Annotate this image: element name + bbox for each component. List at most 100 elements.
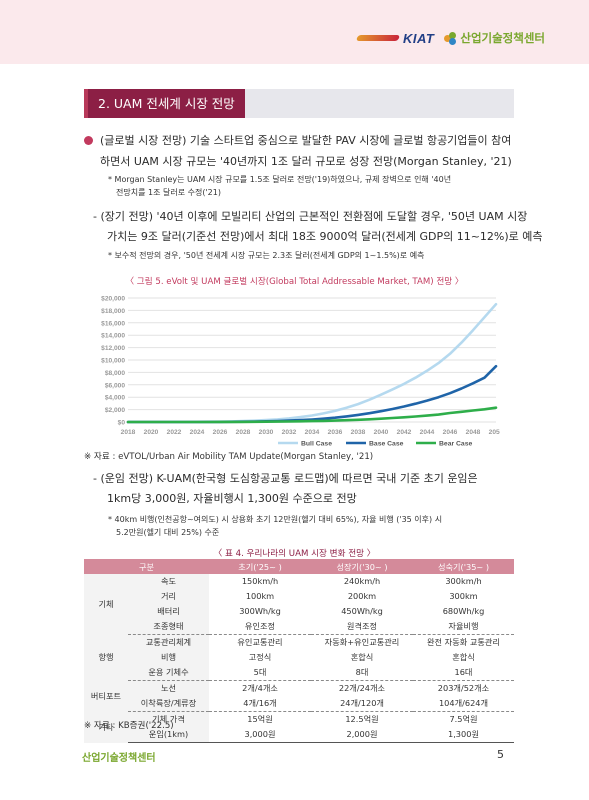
table-cell: 22개/24개소 <box>338 683 386 693</box>
legend-label: Base Case <box>369 441 404 448</box>
table-cell: 100km <box>245 591 275 601</box>
note-fare-line1: * 40km 비행(인천공항~여의도) 시 상용화 초기 12만원(헬기 대비 … <box>108 515 443 524</box>
chart-xtick-label: 2020 <box>144 429 159 436</box>
table-cell: 16대 <box>413 665 514 681</box>
paragraph-long-term-line2: 가치는 9조 달러(기준선 전망)에서 최대 18조 9000억 달러(전세계 … <box>107 230 543 243</box>
table-row: 조종형태 유인조정 원격조정 자율비행 <box>84 619 514 635</box>
paragraph-fare-line2: 1km당 3,000원, 자율비행시 1,300원 수준으로 전망 <box>107 492 357 505</box>
table-row: 기체 속도 150km/h 240km/h 300km/h <box>84 574 514 635</box>
chart-ytick-label: $6,000 <box>105 382 126 389</box>
table-group-label: 기체 <box>84 574 128 635</box>
table-row: 배터리 300Wh/kg 450Wh/kg 680Wh/kg <box>84 604 514 619</box>
chart-xtick-label: 2050 <box>489 429 500 436</box>
table-sub-label: 비행 <box>128 650 209 665</box>
table-sub-label: 배터리 <box>128 604 209 619</box>
table-group-label: 항행 <box>84 634 128 681</box>
table-sub-label: 이착륙장/계류장 <box>128 696 209 712</box>
chart-xtick-label: 2034 <box>305 429 320 436</box>
chart-xtick-label: 2028 <box>236 429 251 436</box>
center-logo-text: 산업기술정책센터 <box>460 31 545 45</box>
table-cell: 완전 자동화 교통관리 <box>427 637 500 647</box>
table-cell: 300Wh/kg <box>239 606 281 616</box>
table-cell: 12.5억원 <box>345 714 379 724</box>
table-cell: 혼합식 <box>350 652 374 662</box>
paragraph-long-term-line1: - (장기 전망) '40년 이후에 모빌리티 산업의 근본적인 전환점에 도달… <box>93 210 528 223</box>
chart-ytick-label: $2,000 <box>105 407 126 414</box>
table-cell: 2,000원 <box>311 727 413 743</box>
page-number: 5 <box>497 748 504 761</box>
chart-xtick-label: 2038 <box>351 429 366 436</box>
chart-xtick-label: 2046 <box>443 429 458 436</box>
chart-xtick-label: 2022 <box>167 429 182 436</box>
chart-ytick-label: $16,000 <box>101 320 125 327</box>
table-row: 거리 100km 200km 300km <box>84 589 514 604</box>
chart-ytick-label: $0 <box>118 420 126 427</box>
table-row: 운용 기체수 5대 8대 16대 <box>84 665 514 681</box>
chart-xtick-label: 2032 <box>282 429 297 436</box>
table-cell: 24개/120개 <box>311 696 413 712</box>
table-header-row: 구분 초기('25~ ) 성장기('30~ ) 성숙기('35~ ) <box>84 559 514 574</box>
table-row: 기타 기체 가격 15억원 12.5억원 7.5억원 <box>84 711 514 743</box>
chart-ytick-label: $10,000 <box>101 358 125 365</box>
table-cell: 7.5억원 <box>449 714 478 724</box>
chart-ytick-label: $4,000 <box>105 395 126 402</box>
chart-xtick-label: 2036 <box>328 429 343 436</box>
table-header-early: 초기('25~ ) <box>209 559 311 574</box>
table-cell: 450Wh/kg <box>341 606 383 616</box>
table-group-label: 버티포트 <box>84 680 128 712</box>
chart-xtick-label: 2042 <box>397 429 412 436</box>
header-logos: KIAT 산업기술정책센터 <box>355 30 545 46</box>
table-cell: 3,000원 <box>209 727 311 743</box>
chart-source: ※ 자료 : eVTOL/Urban Air Mobility TAM Upda… <box>84 452 374 462</box>
table-cell: 680Wh/kg <box>442 606 485 616</box>
table-cell: 2개/4개소 <box>242 683 278 693</box>
table-cell: 유인교통관리 <box>237 637 283 647</box>
table-cell: 5대 <box>209 665 311 681</box>
chart-xtick-label: 2018 <box>121 429 136 436</box>
table-cell: 1,300원 <box>413 727 514 743</box>
header-band <box>0 0 589 64</box>
table-cell: 자동화+유인교통관리 <box>324 637 400 647</box>
table-sub-label: 운임(1km) <box>128 727 209 743</box>
table-sub-label: 노선 <box>128 680 209 696</box>
note-morgan-line1: * Morgan Stanley는 UAM 시장 규모를 1.5조 달러로 전망… <box>108 175 452 184</box>
chart-xtick-label: 2024 <box>190 429 205 436</box>
table-sub-label: 속도 <box>128 574 209 589</box>
table-group-label: 기타 <box>84 711 128 743</box>
table-row: 비행 고정식 혼합식 혼합식 <box>84 650 514 665</box>
table-sub-label: 운용 기체수 <box>128 665 209 681</box>
footer-logo: 산업기술정책센터 <box>82 753 156 764</box>
table-cell: 8대 <box>311 665 413 681</box>
paragraph-global-outlook-line1: (글로벌 시장 전망) 기술 스타트업 중심으로 발달한 PAV 시장에 글로벌… <box>100 134 512 147</box>
table-cell: 300km <box>449 591 478 601</box>
chart-ytick-label: $20,000 <box>101 296 125 303</box>
chart-ytick-label: $8,000 <box>105 370 126 377</box>
table-cell: 유인조정 <box>209 619 311 635</box>
table-cell: 고정식 <box>248 652 272 662</box>
table-cell: 4개/16개 <box>209 696 311 712</box>
table-cell: 15억원 <box>247 714 273 724</box>
center-logo: 산업기술정책센터 <box>444 30 545 46</box>
paragraph-fare-line1: - (운임 전망) K-UAM(한국형 도심항공교통 로드맵)에 따르면 국내 … <box>93 472 478 485</box>
legend-label: Bull Case <box>301 441 332 448</box>
market-chart: $0 $2,000 $4,000 $6,000 $8,000 $10,000 $12,000… <box>101 296 500 448</box>
table-sub-label: 거리 <box>128 589 209 604</box>
note-fare-line2: 5.2만원(헬기 대비 25%) 수준 <box>116 528 220 537</box>
chart-ytick-label: $14,000 <box>101 333 125 340</box>
table-header-growth: 성장기('30~ ) <box>311 559 413 574</box>
chart-xtick-label: 2026 <box>213 429 228 436</box>
table-row: 운임(1km) 3,000원 2,000원 1,300원 <box>84 727 514 743</box>
note-conservative: * 보수적 전망의 경우, '50년 전세계 시장 규모는 2.3조 달러(전세… <box>108 251 425 260</box>
table-source: ※ 자료 : KB증권('22.5) <box>84 721 174 731</box>
figure-title: 〈 그림 5. eVolt 및 UAM 글로벌 시장(Global Total … <box>125 277 464 287</box>
center-logo-icon <box>444 31 457 45</box>
uam-market-table: 구분 초기('25~ ) 성장기('30~ ) 성숙기('35~ ) 기체 속도 1… <box>84 559 514 743</box>
chart-series-line-2 <box>126 406 498 424</box>
chart-ytick-label: $12,000 <box>101 345 125 352</box>
chart-series-line-0 <box>126 302 498 424</box>
table-cell: 자율비행 <box>413 619 514 635</box>
table-cell: 원격조정 <box>311 619 413 635</box>
table-row: 버티포트 노선 2개/4개소 22개/24개소 203개/52개소 <box>84 680 514 712</box>
table-cell: 200km <box>347 591 377 601</box>
table-row: 이착륙장/계류장 4개/16개 24개/120개 104개/624개 <box>84 696 514 712</box>
